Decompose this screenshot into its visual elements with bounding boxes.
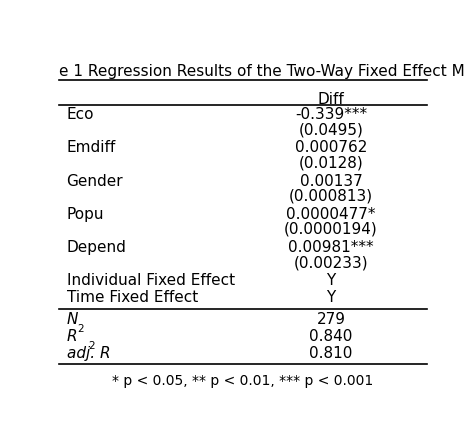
Text: 0.810: 0.810 [310,346,353,361]
Text: 2: 2 [78,324,84,334]
Text: Y: Y [327,290,336,305]
Text: 2: 2 [89,341,95,351]
Text: 0.840: 0.840 [310,329,353,344]
Text: Emdiff: Emdiff [66,140,116,156]
Text: -0.339***: -0.339*** [295,107,367,122]
Text: Popu: Popu [66,207,104,222]
Text: R: R [66,329,77,344]
Text: (0.00233): (0.00233) [294,255,368,270]
Text: (0.0000194): (0.0000194) [284,222,378,237]
Text: 0.0000477*: 0.0000477* [286,207,376,222]
Text: Depend: Depend [66,240,127,255]
Text: 0.000762: 0.000762 [295,140,367,156]
Text: 0.00981***: 0.00981*** [288,240,374,255]
Text: adj. R: adj. R [66,346,110,361]
Text: Gender: Gender [66,174,123,189]
Text: N: N [66,312,78,327]
Text: Time Fixed Effect: Time Fixed Effect [66,290,198,305]
Text: e 1 Regression Results of the Two-Way Fixed Effect M: e 1 Regression Results of the Two-Way Fi… [59,64,465,79]
Text: Eco: Eco [66,107,94,122]
Text: Diff: Diff [318,92,345,106]
Text: 279: 279 [317,312,346,327]
Text: (0.0128): (0.0128) [299,156,364,171]
Text: Y: Y [327,273,336,288]
Text: 0.00137: 0.00137 [300,174,363,189]
Text: Individual Fixed Effect: Individual Fixed Effect [66,273,235,288]
Text: * p < 0.05, ** p < 0.01, *** p < 0.001: * p < 0.05, ** p < 0.01, *** p < 0.001 [112,375,374,388]
Text: (0.0495): (0.0495) [299,122,364,137]
Text: (0.000813): (0.000813) [289,189,373,204]
